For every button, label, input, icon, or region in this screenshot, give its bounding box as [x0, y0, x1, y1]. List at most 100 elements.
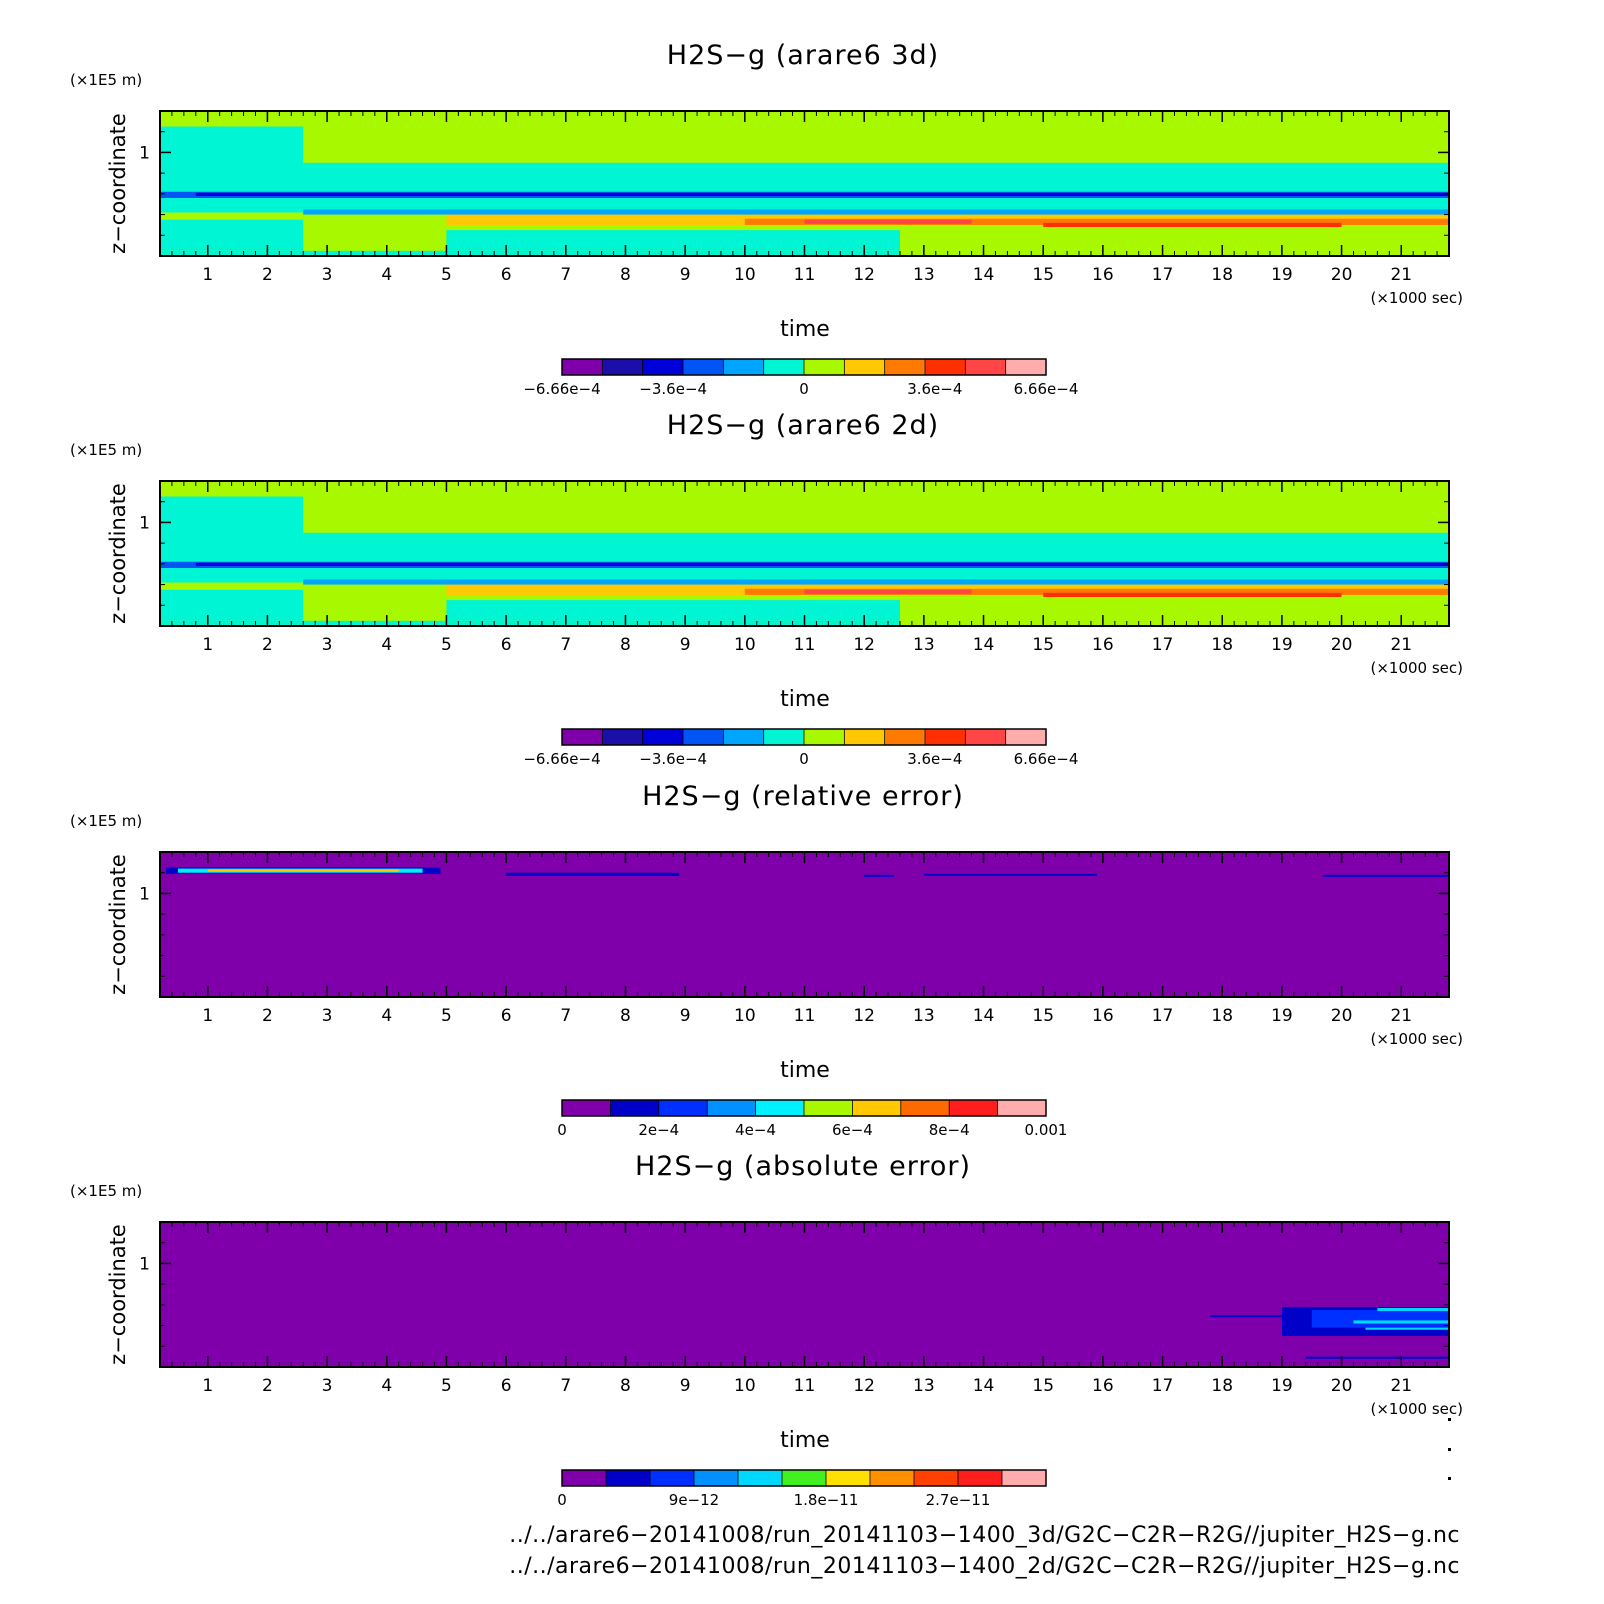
x-tick-label: 2: [262, 265, 273, 285]
x-tick-label: 10: [734, 1376, 756, 1396]
x-tick-label: 14: [973, 635, 995, 655]
colorbar-segment: [925, 359, 966, 375]
x-tick-label: 5: [441, 265, 452, 285]
x-tick-label: 16: [1092, 265, 1114, 285]
chart-title: H2S−g (relative error): [642, 781, 964, 812]
x-tick-label: 18: [1211, 635, 1233, 655]
chart-title: H2S−g (arare6 2d): [667, 410, 939, 441]
x-tick-label: 11: [794, 1006, 816, 1026]
colorbar-segment: [804, 359, 845, 375]
heatmap-cell: [744, 588, 1449, 595]
colorbar-label: −3.6e−4: [639, 750, 707, 768]
heatmap-cell: [195, 192, 1449, 196]
x-tick-label: 9: [680, 265, 691, 285]
colorbar-segment: [683, 359, 724, 375]
x-tick-label: 16: [1092, 635, 1114, 655]
x-tick-label: 15: [1032, 635, 1054, 655]
x-tick-label: 8: [620, 1376, 631, 1396]
heatmap-cell: [1043, 222, 1342, 227]
heatmap-cell: [1311, 1310, 1449, 1328]
colorbar-frame: [561, 1099, 1047, 1117]
x-tick-label: 1: [202, 1376, 213, 1396]
colorbar-segment: [602, 359, 644, 375]
x-tick-label: 6: [501, 1006, 512, 1026]
heatmap-cell: [1353, 1320, 1449, 1324]
heatmap-cell: [160, 582, 304, 590]
colorbar-label: 0: [799, 380, 809, 398]
x-axis-label: time: [780, 317, 830, 342]
colorbar-segment: [965, 359, 1007, 375]
x-tick-label: 9: [680, 1376, 691, 1396]
heatmap-cell: [744, 218, 1449, 225]
colorbar-label: 6e−4: [832, 1121, 873, 1139]
x-tick-label: 17: [1152, 635, 1174, 655]
colorbar-segment: [738, 1470, 783, 1486]
x-tick-label: 14: [973, 265, 995, 285]
colorbar-segment: [606, 1470, 651, 1486]
colorbar-segment: [723, 359, 765, 375]
y-unit-label: (×1E5 m): [70, 812, 142, 830]
heatmap: [160, 111, 1449, 256]
colorbar-segment: [844, 729, 886, 745]
x-tick-label: 3: [322, 1376, 333, 1396]
colorbar-label: 1.8e−11: [794, 1491, 859, 1509]
x-tick-label: 13: [913, 265, 935, 285]
colorbar-segment: [763, 729, 805, 745]
heatmap-cell: [160, 170, 1449, 210]
x-tick-label: 17: [1152, 1376, 1174, 1396]
x-tick-label: 11: [794, 265, 816, 285]
colorbar-label: 0: [557, 1121, 567, 1139]
x-tick-label: 1: [202, 265, 213, 285]
colorbar-segment: [925, 729, 966, 745]
x-tick-label: 21: [1390, 265, 1412, 285]
colorbar-segment: [884, 359, 926, 375]
decor-dot: [1448, 1448, 1451, 1451]
heatmap: [160, 1222, 1449, 1367]
x-tick-label: 15: [1032, 265, 1054, 285]
colorbar-segment: [642, 729, 684, 745]
heatmap-cell: [923, 873, 1097, 876]
y-unit-label: (×1E5 m): [70, 441, 142, 459]
colorbar-segment: [826, 1470, 871, 1486]
heatmap-cell: [1365, 1327, 1449, 1330]
x-tick-label: 3: [322, 265, 333, 285]
decor-dot: [1448, 1477, 1451, 1480]
colorbar-segment: [958, 1470, 1003, 1486]
heatmap-cell: [303, 579, 1449, 585]
colorbar-label: 2.7e−11: [926, 1491, 991, 1509]
colorbar-segment: [683, 729, 724, 745]
x-tick-label: 15: [1032, 1006, 1054, 1026]
x-tick-label: 8: [620, 635, 631, 655]
x-axis-label: time: [780, 1428, 830, 1453]
file-path-3d: ../../arare6−20141008/run_20141103−1400_…: [509, 1523, 1460, 1548]
x-tick-label: 6: [501, 635, 512, 655]
heatmap-cell: [160, 540, 1449, 580]
x-tick-label: 12: [853, 1376, 875, 1396]
chart-title: H2S−g (absolute error): [635, 1151, 971, 1182]
heatmap-cell: [804, 589, 972, 594]
x-tick-label: 7: [560, 1006, 571, 1026]
colorbar-label: −6.66e−4: [523, 380, 600, 398]
x-tick-label: 14: [973, 1006, 995, 1026]
x-tick-label: 5: [441, 1006, 452, 1026]
x-tick-label: 1: [202, 635, 213, 655]
y-tick-label: 1: [139, 1254, 150, 1274]
heatmap-cell: [446, 600, 900, 621]
colorbar-segment: [602, 729, 644, 745]
x-tick-label: 10: [734, 1006, 756, 1026]
colorbar-label: 3.6e−4: [907, 750, 962, 768]
x-tick-label: 7: [560, 265, 571, 285]
x-tick-label: 11: [794, 1376, 816, 1396]
x-tick-label: 2: [262, 1376, 273, 1396]
colorbar-segment: [844, 359, 886, 375]
colorbar-frame: [561, 728, 1047, 746]
x-tick-label: 21: [1390, 1376, 1412, 1396]
colorbar-segment: [562, 359, 603, 375]
x-tick-label: 4: [381, 1006, 392, 1026]
colorbar-segment: [707, 1100, 757, 1116]
colorbar-segment: [1002, 1470, 1047, 1486]
x-tick-label: 13: [913, 1376, 935, 1396]
colorbar-segment: [650, 1470, 695, 1486]
heatmap-cell: [303, 532, 1449, 541]
